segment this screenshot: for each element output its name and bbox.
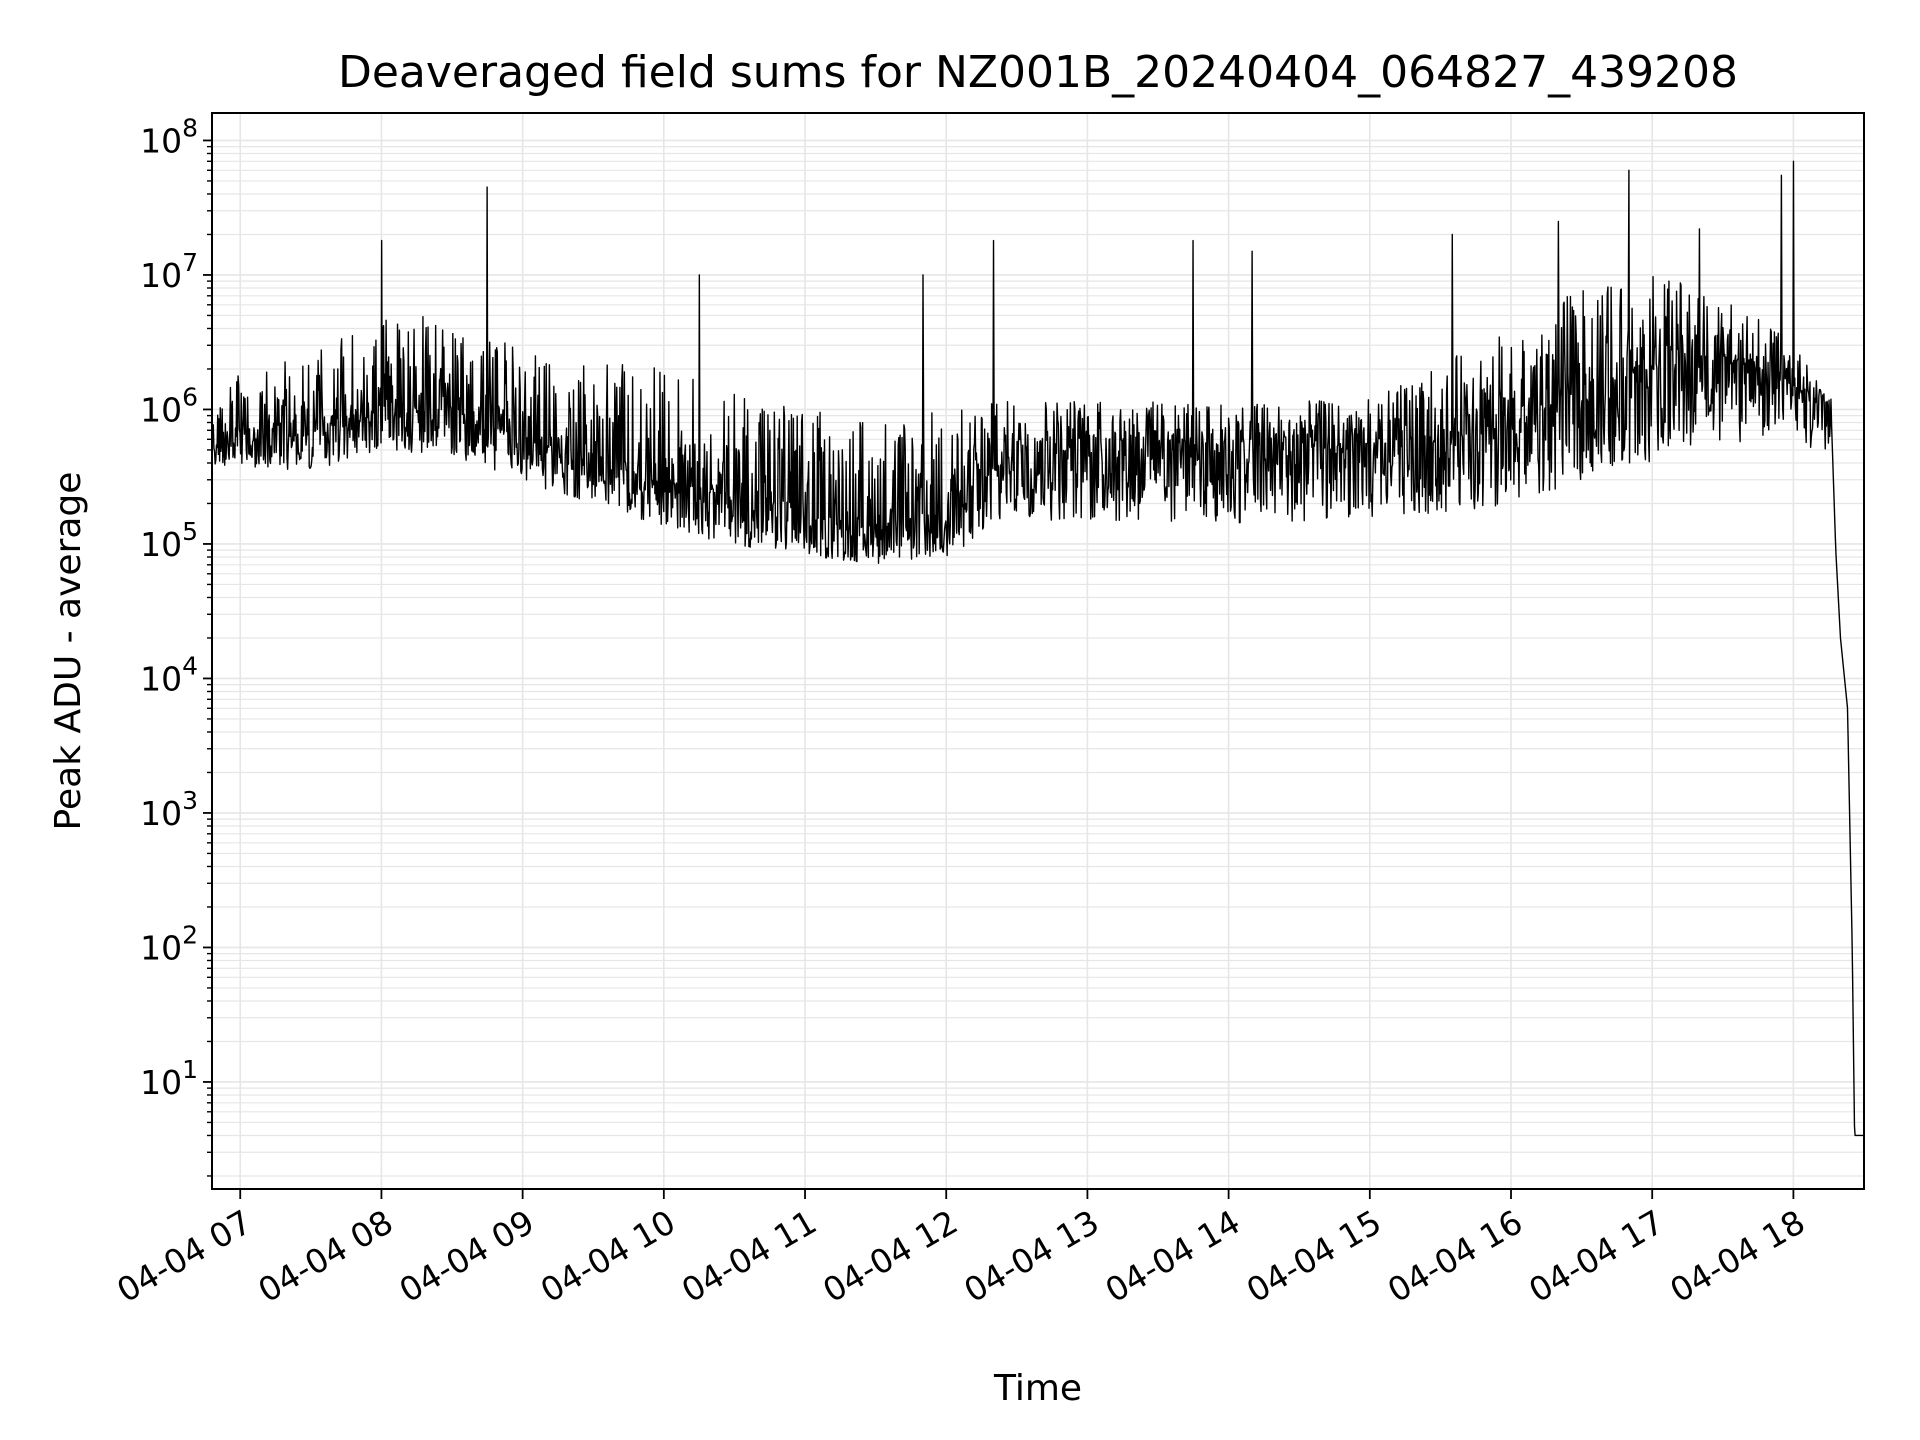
x-tick-label: 04-04 15 — [1240, 1202, 1388, 1310]
y-tick-base: 10 — [140, 525, 182, 564]
y-tick-exponent: 5 — [182, 517, 198, 546]
x-tick-label: 04-04 18 — [1663, 1202, 1811, 1310]
x-axis-label: Time — [993, 1368, 1082, 1409]
x-tick-label: 04-04 11 — [675, 1202, 823, 1310]
y-tick-exponent: 1 — [182, 1055, 198, 1084]
y-tick-exponent: 6 — [182, 382, 198, 411]
x-tick-label: 04-04 10 — [534, 1202, 682, 1310]
y-tick-label: 106 — [140, 382, 198, 429]
y-tick-label: 103 — [140, 786, 198, 833]
y-tick-exponent: 7 — [182, 248, 198, 277]
y-tick-label: 107 — [140, 248, 198, 295]
y-tick-base: 10 — [140, 794, 182, 833]
y-tick-exponent: 2 — [182, 920, 198, 949]
chart-title: Deaveraged field sums for NZ001B_2024040… — [338, 47, 1738, 98]
y-tick-base: 10 — [140, 390, 182, 429]
plot-frame — [211, 112, 1865, 1190]
y-tick-label: 101 — [140, 1055, 198, 1102]
y-tick-label: 102 — [140, 920, 198, 967]
y-tick-base: 10 — [140, 1063, 182, 1102]
y-tick-base: 10 — [140, 256, 182, 295]
series-line — [211, 160, 1865, 1137]
y-tick-label: 105 — [140, 517, 198, 564]
y-tick-exponent: 3 — [182, 786, 198, 815]
y-tick-label: 108 — [140, 113, 198, 160]
x-tick-label: 04-04 13 — [957, 1202, 1105, 1310]
x-tick-label: 04-04 08 — [251, 1202, 399, 1310]
y-axis-label: Peak ADU - average — [48, 472, 89, 831]
y-tick-base: 10 — [140, 659, 182, 698]
x-tick-label: 04-04 16 — [1381, 1202, 1529, 1310]
y-tick-label: 104 — [140, 651, 198, 698]
x-tick-label: 04-04 09 — [393, 1202, 541, 1310]
x-tick-label: 04-04 07 — [110, 1202, 258, 1310]
grid — [212, 113, 1864, 1189]
y-tick-base: 10 — [140, 121, 182, 160]
y-tick-exponent: 8 — [182, 113, 198, 142]
y-tick-base: 10 — [140, 928, 182, 967]
x-tick-label: 04-04 17 — [1522, 1202, 1670, 1310]
x-tick-label: 04-04 12 — [816, 1202, 964, 1310]
x-tick-label: 04-04 14 — [1099, 1202, 1247, 1310]
y-tick-exponent: 4 — [182, 651, 198, 680]
